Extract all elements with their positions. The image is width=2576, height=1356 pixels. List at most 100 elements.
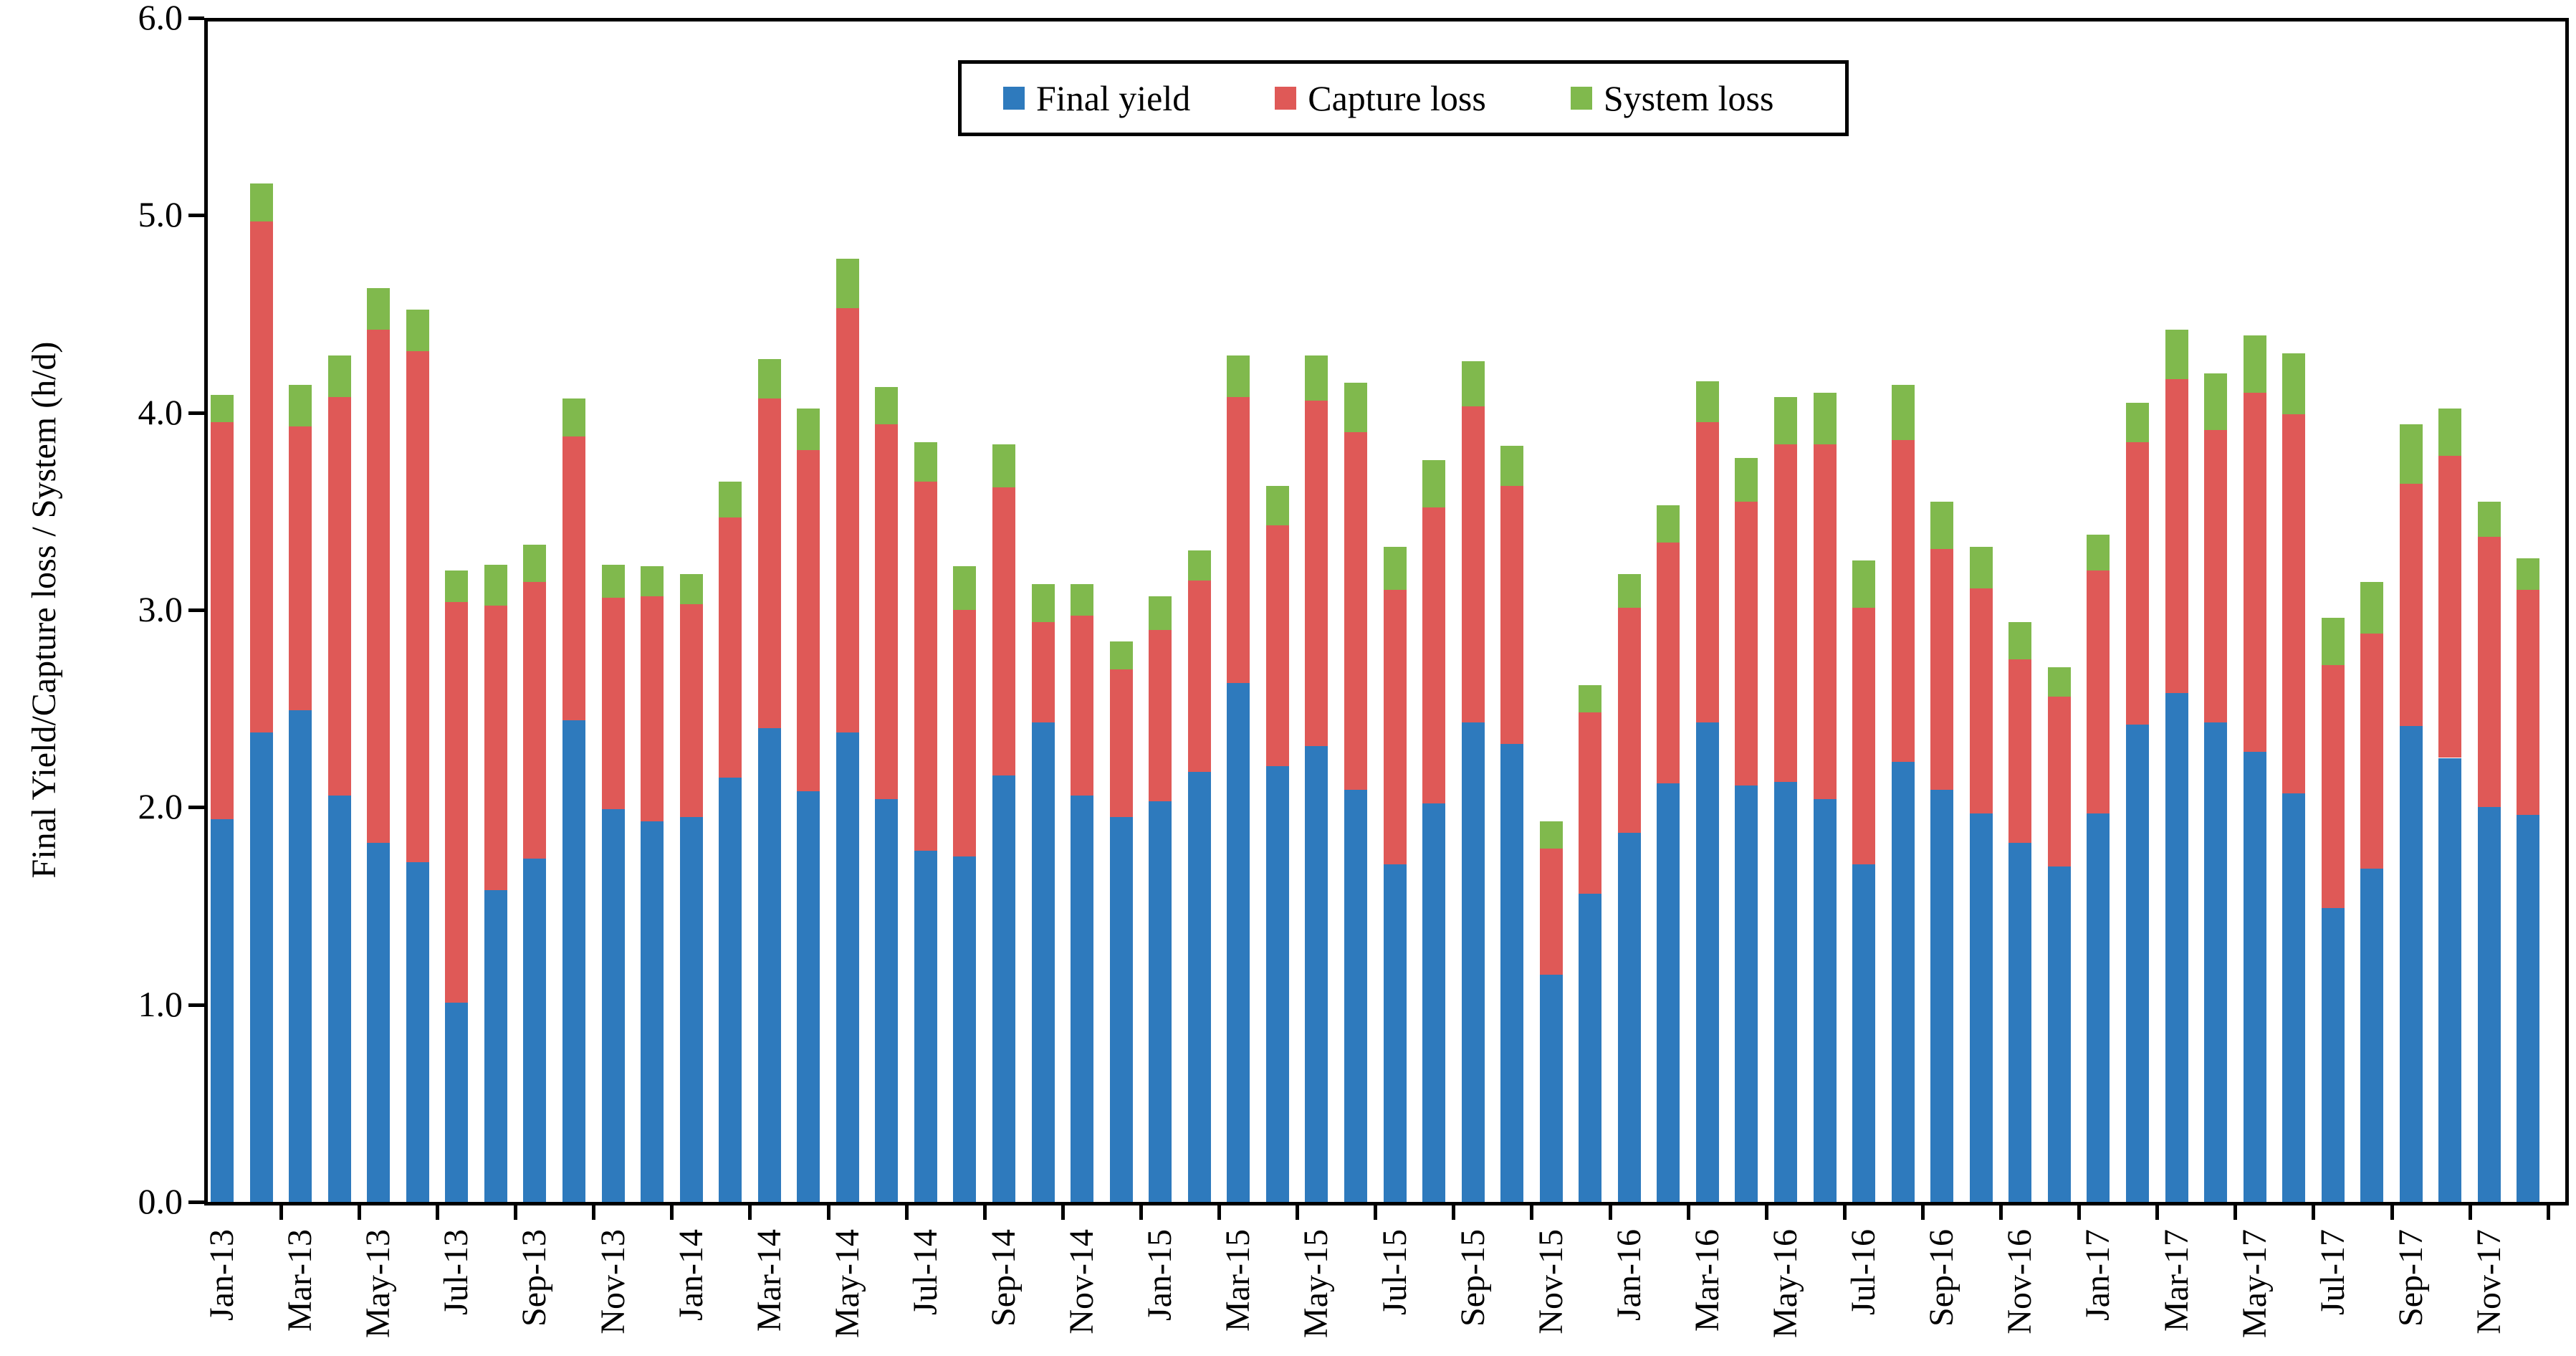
bar-segment-capture-loss-Mar-17 xyxy=(2165,378,2188,693)
bar-segment-capture-loss-Oct-15 xyxy=(1500,485,1524,745)
bar-segment-final-yield-Sep-17 xyxy=(2399,726,2423,1202)
x-axis-label-Jul-16: Jul-16 xyxy=(1844,1229,1883,1315)
y-tick-label: 2.0 xyxy=(138,786,183,827)
bar-segment-system-loss-May-14 xyxy=(835,258,859,308)
x-tick-mark xyxy=(670,1202,674,1220)
bar-segment-final-yield-Dec-15 xyxy=(1579,894,1602,1202)
bar-segment-final-yield-Aug-16 xyxy=(1891,762,1915,1202)
bar-segment-system-loss-Jan-16 xyxy=(1617,574,1641,608)
x-axis-label-May-13: May-13 xyxy=(359,1229,398,1338)
bar-segment-final-yield-Nov-14 xyxy=(1071,795,1094,1202)
x-tick-mark xyxy=(982,1202,987,1220)
bar-segment-capture-loss-Feb-17 xyxy=(2125,441,2149,725)
bar-segment-final-yield-May-13 xyxy=(367,842,391,1202)
bar-segment-final-yield-Jun-13 xyxy=(406,862,429,1202)
y-tick-mark xyxy=(188,411,204,415)
bar-segment-capture-loss-Aug-17 xyxy=(2360,634,2384,869)
bar-segment-final-yield-Dec-17 xyxy=(2517,815,2540,1202)
bar-segment-capture-loss-Jul-13 xyxy=(445,601,469,1003)
bar-segment-capture-loss-Feb-16 xyxy=(1657,543,1680,784)
legend-entry-system-loss: System loss xyxy=(1570,78,1774,118)
bar-segment-system-loss-Mar-16 xyxy=(1695,381,1719,423)
x-tick-mark xyxy=(2468,1202,2472,1220)
bar-segment-system-loss-Jan-14 xyxy=(679,574,703,604)
x-tick-mark xyxy=(826,1202,830,1220)
bar-segment-system-loss-Aug-17 xyxy=(2360,582,2384,634)
x-axis-label-Mar-16: Mar-16 xyxy=(1687,1229,1726,1332)
bar-segment-final-yield-Sep-15 xyxy=(1461,722,1485,1202)
bar-segment-capture-loss-Apr-17 xyxy=(2204,430,2228,722)
x-tick-mark xyxy=(1530,1202,1534,1220)
x-axis-label-Jan-13: Jan-13 xyxy=(203,1229,241,1321)
x-tick-mark xyxy=(2233,1202,2238,1220)
bar-segment-system-loss-Sep-16 xyxy=(1930,501,1954,549)
bar-segment-system-loss-Dec-16 xyxy=(2047,667,2071,697)
bar-segment-capture-loss-Oct-17 xyxy=(2438,456,2462,758)
bar-segment-final-yield-Oct-14 xyxy=(1031,722,1055,1202)
bar-segment-system-loss-Jun-13 xyxy=(406,310,429,352)
y-tick-mark xyxy=(188,16,204,20)
bar-segment-system-loss-Jan-15 xyxy=(1149,596,1172,630)
legend-label-capture-loss: Capture loss xyxy=(1308,78,1486,118)
bar-segment-final-yield-Dec-13 xyxy=(641,821,664,1202)
bar-segment-capture-loss-May-13 xyxy=(367,330,391,843)
bar-segment-system-loss-Jul-17 xyxy=(2321,618,2345,666)
y-tick-label: 0.0 xyxy=(138,1181,183,1221)
bar-segment-capture-loss-Jan-16 xyxy=(1617,608,1641,834)
x-tick-mark xyxy=(1217,1202,1222,1220)
bar-segment-final-yield-Oct-13 xyxy=(562,720,585,1202)
x-tick-mark xyxy=(279,1202,283,1220)
bar-segment-system-loss-Mar-13 xyxy=(289,385,312,426)
x-tick-mark xyxy=(436,1202,440,1220)
bar-segment-capture-loss-Oct-16 xyxy=(1969,588,1993,813)
bar-segment-capture-loss-Sep-16 xyxy=(1930,548,1954,790)
bar-segment-capture-loss-Sep-15 xyxy=(1461,406,1485,722)
bar-segment-final-yield-Oct-17 xyxy=(2438,758,2462,1202)
x-axis-label-Jan-15: Jan-15 xyxy=(1141,1229,1179,1321)
legend-label-system-loss: System loss xyxy=(1603,78,1774,118)
bar-segment-capture-loss-Feb-13 xyxy=(249,221,273,732)
bar-segment-capture-loss-Apr-16 xyxy=(1735,501,1758,786)
bar-segment-system-loss-May-15 xyxy=(1305,355,1328,401)
bar-segment-capture-loss-May-17 xyxy=(2243,393,2266,753)
bar-segment-capture-loss-Jul-15 xyxy=(1383,590,1407,865)
bar-segment-final-yield-Aug-14 xyxy=(953,856,977,1202)
x-tick-mark xyxy=(1452,1202,1456,1220)
x-axis-label-Mar-14: Mar-14 xyxy=(750,1229,788,1332)
x-axis-label-Mar-17: Mar-17 xyxy=(2157,1229,2196,1332)
bar-segment-final-yield-Mar-17 xyxy=(2165,692,2188,1202)
bar-segment-capture-loss-Mar-16 xyxy=(1695,422,1719,722)
y-tick-label: 6.0 xyxy=(138,0,183,37)
x-axis-label-May-17: May-17 xyxy=(2235,1229,2274,1338)
bar-segment-system-loss-Aug-15 xyxy=(1422,459,1446,507)
bar-segment-capture-loss-Mar-15 xyxy=(1227,396,1250,683)
x-tick-mark xyxy=(592,1202,596,1220)
bar-segment-system-loss-Mar-15 xyxy=(1227,355,1250,397)
bar-segment-capture-loss-Nov-17 xyxy=(2477,537,2501,808)
bar-segment-system-loss-Jun-14 xyxy=(875,386,899,425)
bar-segment-final-yield-Jun-16 xyxy=(1813,799,1837,1202)
x-tick-mark xyxy=(1608,1202,1612,1220)
x-axis-label-Nov-15: Nov-15 xyxy=(1531,1229,1570,1334)
bar-segment-final-yield-May-16 xyxy=(1774,781,1797,1202)
legend-entry-final-yield: Final yield xyxy=(1003,80,1190,116)
bar-segment-system-loss-May-16 xyxy=(1774,396,1797,444)
bar-segment-system-loss-Oct-15 xyxy=(1500,446,1524,486)
x-axis-label-Jul-13: Jul-13 xyxy=(437,1229,476,1315)
bar-segment-system-loss-Dec-13 xyxy=(641,566,664,596)
bar-segment-capture-loss-Aug-15 xyxy=(1422,507,1446,803)
x-tick-mark xyxy=(2546,1202,2550,1220)
legend-box: Final yield Capture loss System loss xyxy=(958,60,1849,136)
x-axis-label-Jan-14: Jan-14 xyxy=(671,1229,710,1321)
y-tick-mark xyxy=(188,608,204,612)
bar-segment-capture-loss-Mar-13 xyxy=(289,426,312,711)
bar-segment-system-loss-Sep-15 xyxy=(1461,361,1485,407)
bar-segment-capture-loss-Apr-14 xyxy=(797,449,820,792)
bar-segment-system-loss-Mar-17 xyxy=(2165,330,2188,379)
bar-segment-final-yield-Jun-14 xyxy=(875,799,899,1202)
bar-segment-system-loss-Oct-14 xyxy=(1031,584,1055,622)
bar-segment-capture-loss-May-15 xyxy=(1305,401,1328,746)
bar-segment-system-loss-Feb-13 xyxy=(249,183,273,221)
bar-segment-system-loss-Jul-15 xyxy=(1383,546,1407,591)
